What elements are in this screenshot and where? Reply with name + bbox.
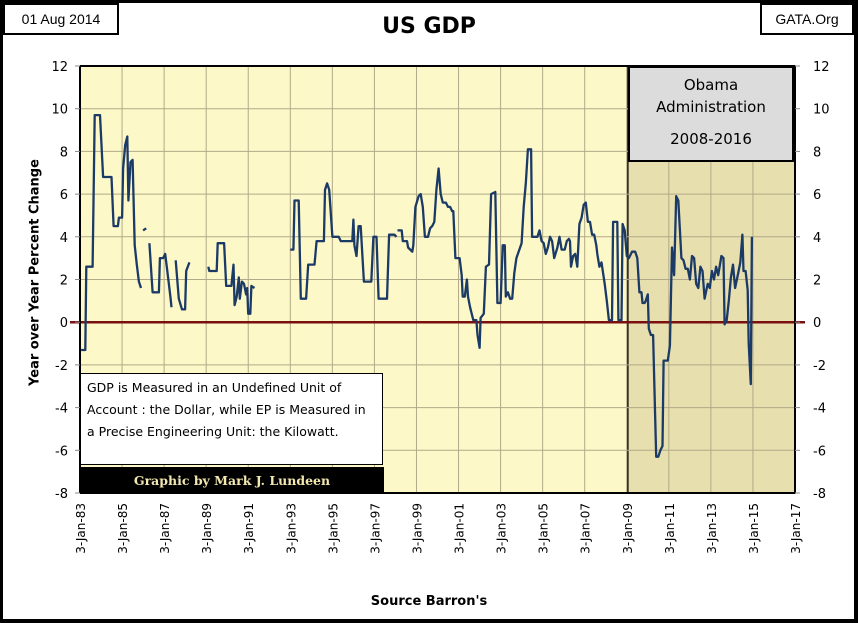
x-tick-label: 3-Jan-11	[663, 503, 677, 554]
y-tick-label-left: -6	[55, 444, 68, 459]
date-label: 01 Aug 2014	[3, 3, 119, 35]
x-tick-label: 3-Jan-05	[537, 503, 551, 554]
x-tick-label: 3-Jan-07	[579, 503, 593, 554]
x-tick-label: 3-Jan-15	[747, 503, 761, 554]
y-tick-label-left: 6	[60, 188, 68, 203]
y-tick-label-left: 0	[60, 316, 68, 331]
y-axis-label: Year over Year Percent Change	[27, 159, 43, 386]
y-tick-label-left: -4	[55, 402, 68, 417]
x-axis-label: Source Barron's	[370, 594, 488, 609]
y-tick-label-right: 6	[813, 188, 821, 203]
gdp-series-line	[148, 243, 173, 308]
gdp-series-line	[142, 227, 147, 232]
y-tick-label-left: -2	[55, 359, 68, 374]
x-tick-label: 3-Jan-83	[74, 503, 88, 554]
obama-label-line2: Administration	[656, 98, 766, 116]
x-tick-label: 3-Jan-97	[368, 503, 382, 554]
y-tick-label-right: 12	[813, 60, 830, 75]
y-tick-label-left: 12	[51, 60, 68, 75]
y-tick-label-left: 8	[60, 145, 68, 160]
y-tick-label-right: -6	[813, 444, 826, 459]
y-tick-label-left: 2	[60, 274, 68, 289]
y-tick-label-right: 10	[813, 103, 830, 118]
x-tick-label: 3-Jan-17	[789, 503, 803, 554]
y-tick-label-left: 4	[60, 231, 68, 246]
x-tick-label: 3-Jan-99	[410, 503, 424, 554]
obama-administration-label: Obama Administration 2008-2016	[628, 66, 794, 162]
x-tick-label: 3-Jan-87	[158, 503, 172, 554]
y-tick-label-right: -4	[813, 402, 826, 417]
x-tick-label: 3-Jan-01	[453, 503, 467, 554]
credit-label: Graphic by Mark J. Lundeen	[80, 467, 384, 493]
x-tick-label: 3-Jan-85	[116, 503, 130, 554]
y-tick-label-right: -8	[813, 487, 826, 502]
gdp-series-line	[290, 182, 398, 300]
y-tick-label-right: 8	[813, 145, 821, 160]
obama-label-line1: Obama	[683, 76, 739, 94]
y-tick-label-right: 2	[813, 274, 821, 289]
x-tick-label: 3-Jan-09	[621, 503, 635, 554]
site-label: GATA.Org	[760, 3, 854, 35]
chart-title: US GDP	[382, 14, 476, 39]
gdp-series-line	[174, 260, 191, 311]
x-tick-label: 3-Jan-89	[200, 503, 214, 554]
note-annotation: GDP is Measured in an Undefined Unit of …	[80, 373, 383, 465]
x-tick-label: 3-Jan-93	[284, 503, 298, 554]
gdp-series-line	[397, 148, 754, 458]
gdp-series-line	[81, 113, 143, 352]
x-tick-label: 3-Jan-91	[242, 503, 256, 554]
obama-label-years: 2008-2016	[670, 130, 752, 148]
gdp-series-line	[207, 242, 256, 315]
x-tick-label: 3-Jan-03	[495, 503, 509, 554]
x-tick-label: 3-Jan-95	[326, 503, 340, 554]
y-tick-label-right: -2	[813, 359, 826, 374]
y-tick-label-left: -8	[55, 487, 68, 502]
x-tick-label: 3-Jan-13	[705, 503, 719, 554]
y-tick-label-right: 0	[813, 316, 821, 331]
y-tick-label-left: 10	[51, 103, 68, 118]
y-tick-label-right: 4	[813, 231, 821, 246]
